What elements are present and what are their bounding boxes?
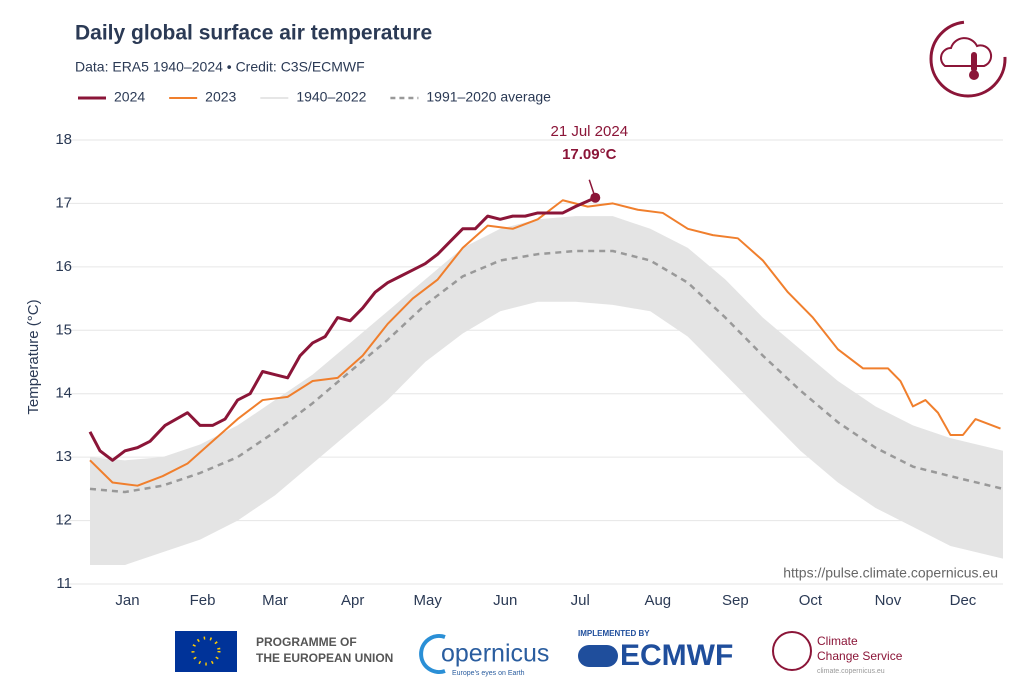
footer-text: PROGRAMME OF [256, 635, 357, 649]
footer-text: Change Service [817, 649, 903, 663]
footer-text: climate.copernicus.eu [817, 668, 885, 675]
footer: PROGRAMME OF THE EUROPEAN UNION opernicu… [175, 629, 903, 677]
series-line [88, 196, 596, 462]
x-tick-label: Dec [950, 592, 977, 609]
annotation-leader [588, 179, 596, 198]
x-tick-label: Jan [115, 592, 139, 609]
legend-label: 2024 [114, 89, 145, 105]
y-tick-label: 13 [55, 448, 72, 465]
logo-ring [929, 20, 1007, 98]
range-band [90, 216, 1003, 565]
annotation-label: 17.09°C [562, 146, 617, 163]
footer-text: opernicus [441, 640, 549, 668]
x-tick-label: Oct [799, 592, 823, 609]
footer-text: THE EUROPEAN UNION [256, 651, 393, 665]
c3s-logo [929, 20, 1007, 98]
copernicus-c [419, 634, 446, 674]
legend-label: 1991–2020 average [426, 89, 551, 105]
logo-bulb [969, 70, 979, 80]
logo-thermo [971, 52, 977, 72]
y-tick-label: 11 [56, 575, 72, 592]
x-tick-label: Mar [262, 592, 288, 609]
series-line [89, 199, 1001, 487]
x-tick-label: May [414, 592, 443, 609]
series-line [89, 249, 1004, 494]
legend-label: 1940–2022 [296, 89, 366, 105]
logo-cloud [940, 37, 993, 67]
y-tick-label: 17 [55, 194, 72, 211]
x-tick-label: Feb [190, 592, 216, 609]
x-tick-label: Sep [722, 592, 749, 609]
y-axis-label: Temperature (°C) [25, 299, 42, 414]
ecmwf-mark [578, 645, 618, 667]
footer-text: Climate [817, 634, 858, 648]
plot: 11 12 13 14 15 16 17 18 Jan Feb Mar Apr May Jun Jul Aug… [55, 123, 1004, 609]
chart-title: Daily global surface air temperature [75, 22, 432, 45]
footer-text: Europe's eyes on Earth [452, 670, 525, 677]
y-tick-label: 16 [55, 258, 72, 275]
legend-label: 2023 [205, 89, 236, 105]
eu-flag [175, 631, 237, 672]
x-tick-label: Aug [644, 592, 671, 609]
y-tick-label: 18 [55, 131, 72, 148]
y-tick-label: 15 [55, 321, 72, 338]
subtitle: Data: ERA5 1940–2024 • Credit: C3S/ECMWF [75, 59, 365, 75]
annotation-text: 21 Jul 2024 [550, 123, 628, 140]
x-tick-label: Jul [571, 592, 590, 609]
eu-stars [191, 636, 221, 666]
x-tick-label: Nov [875, 592, 902, 609]
y-tick-label: 12 [55, 512, 72, 529]
source: https://pulse.climate.copernicus.eu [783, 565, 998, 581]
x-tick-label: Apr [341, 592, 364, 609]
footer-text: ECMWF [620, 639, 733, 672]
y-tick-label: 14 [55, 385, 72, 402]
c3s-mark [772, 631, 812, 671]
footer-text: IMPLEMENTED BY [578, 629, 650, 638]
x-tick-label: Jun [493, 592, 517, 609]
